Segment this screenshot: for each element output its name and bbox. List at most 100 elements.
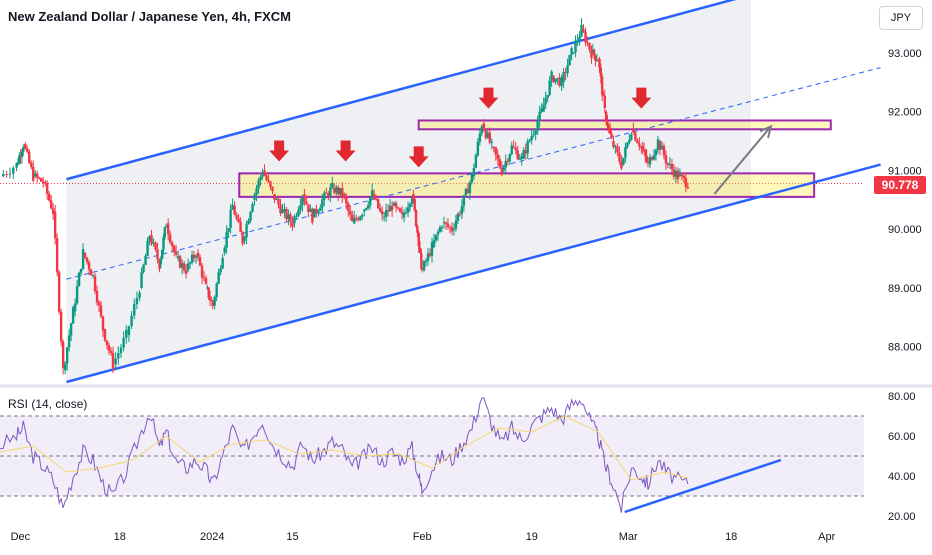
candle-body <box>22 147 25 153</box>
channel-upper-line <box>66 0 737 181</box>
candle-body <box>470 173 474 183</box>
candle-body <box>678 174 682 177</box>
candle-body <box>291 221 294 227</box>
candle-body <box>341 188 344 196</box>
candle-body <box>384 210 388 217</box>
candle-body <box>508 154 511 162</box>
candle-body <box>516 150 519 159</box>
candle-body <box>460 206 464 214</box>
support-zone <box>238 172 816 198</box>
candle-body <box>448 226 452 228</box>
candle-body <box>422 261 426 271</box>
candle-body <box>618 152 621 162</box>
candle-body <box>117 353 120 359</box>
candle-body <box>305 201 308 205</box>
candle-body <box>119 347 123 354</box>
candle-body <box>628 139 631 143</box>
candle-body <box>603 95 606 108</box>
candle-body <box>596 60 600 62</box>
candle-body <box>490 141 494 143</box>
price-tick-label: 89.000 <box>888 283 922 295</box>
candle-body <box>592 49 596 56</box>
candle-body <box>259 176 262 181</box>
candle-body <box>550 71 553 81</box>
candle-body <box>419 248 422 254</box>
candle-body <box>500 167 503 175</box>
candle-body <box>366 205 370 208</box>
candle-body <box>538 111 541 122</box>
candle-body <box>686 187 690 189</box>
candle-body <box>315 208 318 214</box>
rsi-tick-label: 80.00 <box>888 391 916 403</box>
candle-body <box>285 208 288 220</box>
candle-body <box>660 145 664 150</box>
candle-body <box>265 175 268 180</box>
candle-body <box>556 77 559 79</box>
candle-body <box>130 315 133 327</box>
candle-body <box>51 208 55 214</box>
candle-body <box>299 205 302 211</box>
candle-body <box>12 167 15 174</box>
candle-body <box>390 205 394 210</box>
candle-body <box>168 234 172 243</box>
candle-body <box>164 226 168 228</box>
candle-body <box>81 249 85 269</box>
currency-button[interactable]: JPY <box>879 6 923 30</box>
candle-body <box>207 287 210 298</box>
candle-body <box>612 141 615 147</box>
rsi-tick-label: 20.00 <box>888 511 916 523</box>
candle-body <box>595 60 599 62</box>
candle-body <box>684 177 688 188</box>
candle-body <box>271 186 274 192</box>
projection-arrow-head <box>759 124 773 139</box>
candle-body <box>492 146 496 148</box>
candle-body <box>223 247 226 253</box>
candle-body <box>289 214 292 222</box>
candle-body <box>586 42 589 44</box>
candle-body <box>140 272 143 288</box>
candle-body <box>528 140 531 142</box>
candle-body <box>225 232 228 248</box>
candle-body <box>241 231 244 244</box>
candle-body <box>606 121 609 126</box>
rsi-line <box>0 397 689 513</box>
candle-body <box>327 193 330 197</box>
price-tick-label: 88.000 <box>888 342 922 354</box>
candle-body <box>325 192 328 194</box>
candle-body <box>202 277 206 279</box>
candle-body <box>172 246 176 252</box>
candle-body <box>351 214 354 222</box>
candle-body <box>672 169 676 177</box>
candle-body <box>231 204 234 210</box>
rsi-indicator-label[interactable]: RSI (14, close) <box>8 397 88 411</box>
candle-body <box>452 228 456 230</box>
candle-body <box>645 155 648 162</box>
candle-body <box>77 272 81 287</box>
candle-body <box>580 24 583 37</box>
candle-body <box>38 177 41 179</box>
candle-body <box>526 141 529 154</box>
candle-body <box>317 210 320 214</box>
price-tick-label: 90.000 <box>888 224 922 236</box>
candle-body <box>372 193 376 199</box>
candle-body <box>160 249 164 259</box>
candle-body <box>488 132 492 143</box>
candle-body <box>261 173 264 177</box>
candle-body <box>658 141 662 150</box>
candle-body <box>584 31 587 43</box>
candle-body <box>642 149 646 151</box>
candle-body <box>376 199 380 209</box>
candle-body <box>674 170 678 177</box>
candle-body <box>353 217 356 224</box>
candle-body <box>355 217 358 219</box>
candle-body <box>281 209 284 214</box>
candle-body <box>122 337 125 348</box>
candle-body <box>412 193 415 200</box>
candle-body <box>24 143 27 149</box>
candle-body <box>474 155 478 168</box>
candle-body <box>664 155 668 164</box>
candle-body <box>616 146 619 153</box>
candle-body <box>438 227 442 232</box>
candle-body <box>323 192 326 200</box>
